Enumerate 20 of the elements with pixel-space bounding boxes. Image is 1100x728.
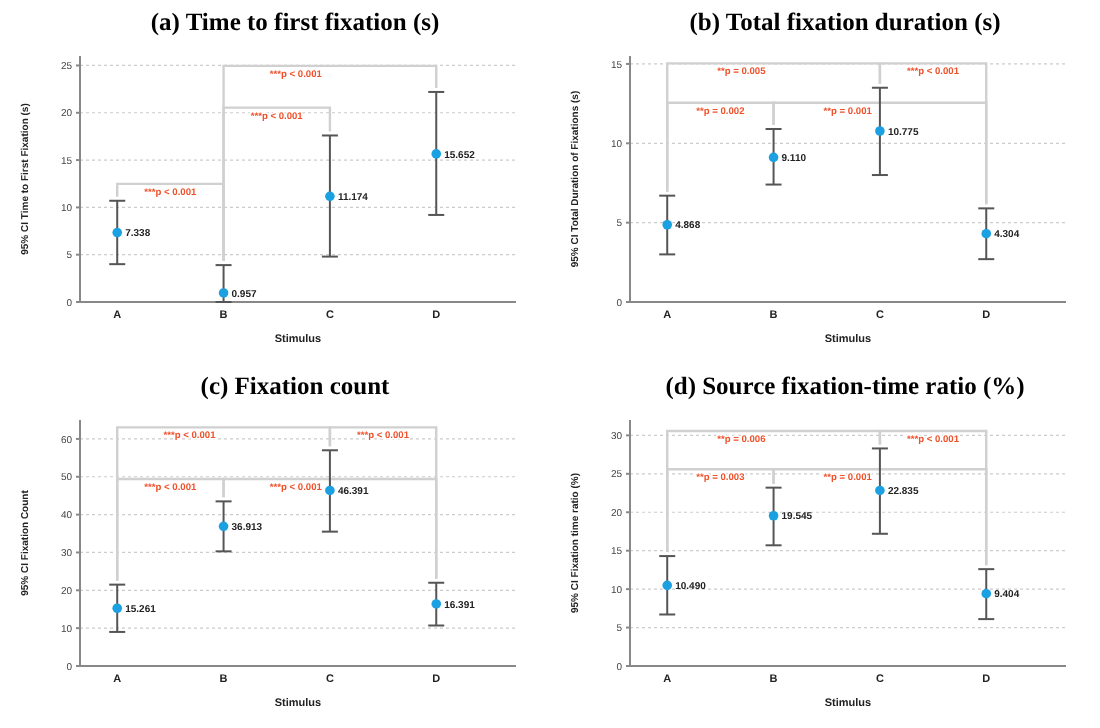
point (768, 152, 779, 163)
point (112, 603, 123, 614)
point (431, 149, 442, 159)
chart-title: (c) Fixation count (200, 372, 392, 400)
point (981, 228, 992, 239)
point (875, 485, 885, 496)
point (218, 288, 229, 298)
point (768, 510, 779, 521)
chart-title: (b) Total fixation duration (s) (689, 8, 1001, 36)
point (325, 485, 335, 496)
chart-title: (d) Source fixation-time ratio (%) (665, 372, 1025, 400)
chart-title: (a) Time to first fixation (s) (150, 8, 440, 36)
point (218, 521, 229, 532)
point (325, 191, 335, 202)
point (112, 227, 123, 238)
point (662, 219, 673, 230)
point (981, 588, 992, 599)
point (662, 580, 673, 591)
point (431, 599, 442, 609)
point (875, 126, 885, 136)
